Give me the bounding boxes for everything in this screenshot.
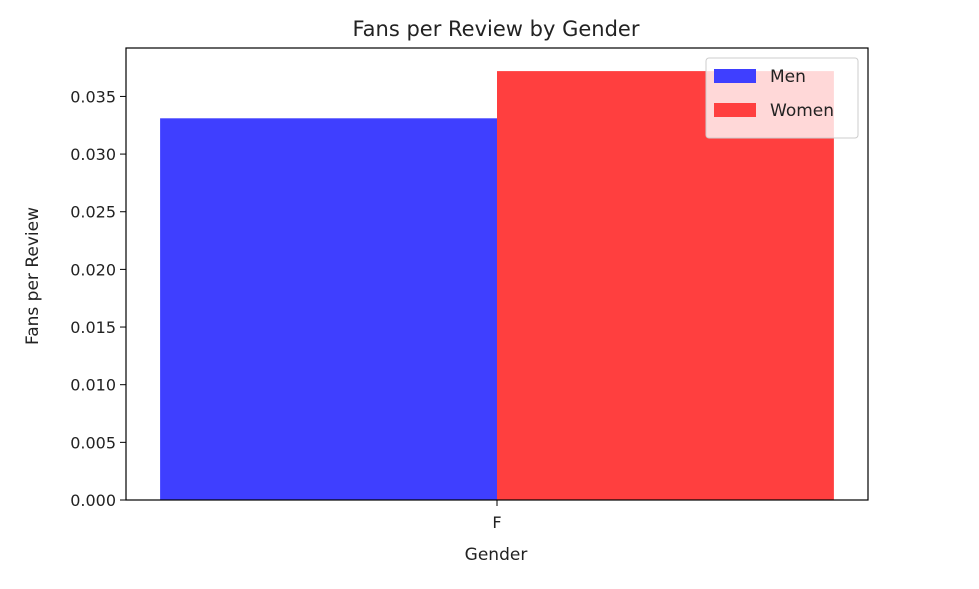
y-tick-label: 0.035	[70, 87, 116, 106]
y-tick-label: 0.030	[70, 145, 116, 164]
y-tick-label: 0.005	[70, 433, 116, 452]
chart-title: Fans per Review by Gender	[353, 17, 640, 41]
legend-swatch-women	[714, 103, 756, 117]
y-tick-label: 0.025	[70, 203, 116, 222]
y-axis: 0.000 0.005 0.010 0.015 0.020 0.025 0.030 0.035	[70, 87, 126, 510]
y-axis-title: Fans per Review	[23, 207, 43, 345]
x-tick-label-f: F	[492, 513, 501, 532]
y-tick-label: 0.020	[70, 260, 116, 279]
bar-men-f	[160, 118, 497, 501]
bar-women-f	[497, 71, 834, 500]
y-tick-label: 0.000	[70, 491, 116, 510]
x-axis-title: Gender	[465, 545, 528, 565]
legend: Men Women	[705, 57, 859, 139]
y-tick-label: 0.015	[70, 318, 116, 337]
legend-label-men: Men	[770, 67, 806, 87]
legend-label-women: Women	[770, 101, 834, 121]
legend-swatch-men	[714, 69, 756, 83]
y-tick-label: 0.010	[70, 376, 116, 395]
x-axis: F	[492, 500, 502, 532]
bars-layer	[160, 71, 834, 501]
